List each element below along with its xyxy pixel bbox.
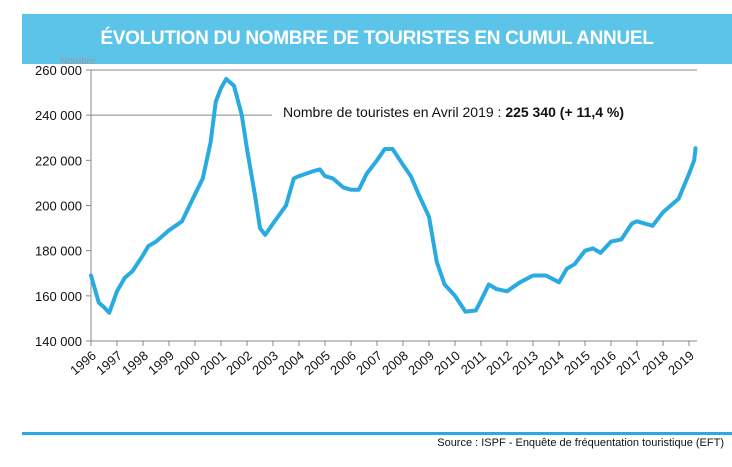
x-tick-label: 2018	[639, 348, 671, 378]
divider	[22, 432, 732, 435]
x-tick-label: 2017	[613, 348, 645, 378]
x-tick-label: 2014	[535, 348, 567, 378]
x-tick-label: 2012	[483, 348, 515, 378]
x-tick-label: 2010	[431, 348, 463, 378]
x-tick-label: 2004	[275, 348, 307, 378]
x-tick-label: 2005	[301, 348, 333, 378]
y-tick-label: 240 000	[35, 108, 82, 123]
x-tick-label: 2002	[223, 348, 255, 378]
x-tick-label: 1998	[119, 348, 151, 378]
x-tick-label: 2011	[458, 348, 489, 377]
x-tick-label: 1996	[67, 348, 99, 378]
annotation: Nombre de touristes en Avril 2019 : 225 …	[283, 104, 624, 120]
annotation-text: Nombre de touristes en Avril 2019 :	[283, 104, 506, 120]
x-tick-label: 2007	[353, 348, 385, 378]
x-tick-label: 2006	[327, 348, 359, 378]
series-line	[89, 77, 698, 315]
x-tick-label: 1997	[93, 348, 125, 378]
y-tick-label: 140 000	[35, 334, 82, 349]
x-tick-label: 1999	[145, 348, 177, 378]
annotation-value: 225 340 (+ 11,4 %)	[505, 104, 625, 120]
y-axis-label: Nombre	[60, 56, 96, 67]
x-tick-label: 2001	[197, 348, 229, 378]
y-tick-label: 180 000	[35, 244, 82, 259]
x-tick-label: 2019	[665, 348, 697, 378]
x-tick-label: 2013	[509, 348, 541, 378]
x-tick-label: 2003	[249, 348, 281, 378]
y-tick-label: 160 000	[35, 289, 82, 304]
x-tick-label: 2015	[561, 348, 593, 378]
source-note: Source : ISPF - Enquête de fréquentation…	[437, 437, 724, 449]
chart-title: ÉVOLUTION DU NOMBRE DE TOURISTES EN CUMU…	[22, 14, 732, 64]
x-tick-label: 2000	[171, 348, 203, 378]
x-tick-label: 2009	[405, 348, 437, 378]
y-tick-label: 200 000	[35, 199, 82, 214]
y-tick-label: 260 000	[35, 63, 82, 78]
x-tick-label: 2008	[379, 348, 411, 378]
x-tick-label: 2016	[587, 348, 619, 378]
y-tick-label: 220 000	[35, 153, 82, 168]
